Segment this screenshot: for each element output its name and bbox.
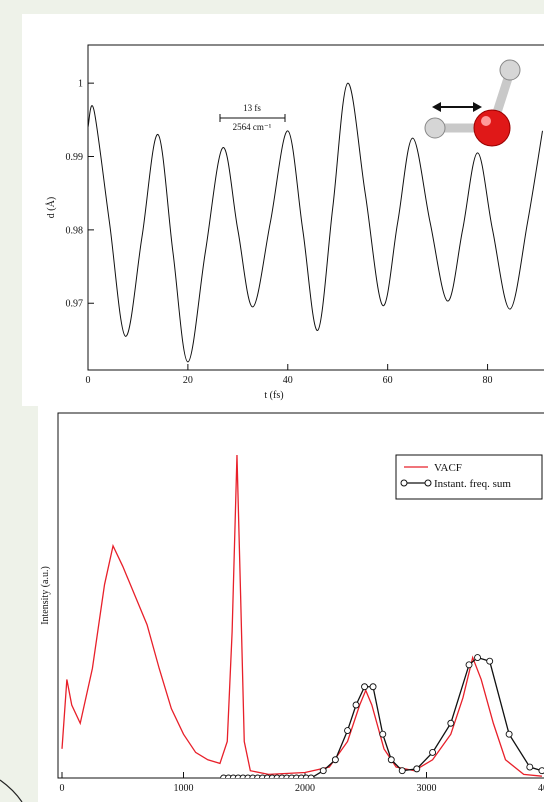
legend-box (395, 454, 543, 500)
x-tick-label: 0 (86, 375, 91, 386)
x-tick-label: 20 (183, 375, 193, 386)
x-tick-label: 40 (283, 375, 293, 386)
x-tick-label: 0 (60, 783, 65, 794)
y-tick-label: 0.97 (66, 299, 84, 310)
data-point (379, 730, 387, 738)
data-point (526, 763, 534, 771)
data-point (387, 756, 395, 764)
x-tick-label: 3000 (417, 783, 437, 794)
annotation: 2564 cm⁻¹ (233, 122, 272, 132)
data-point (538, 767, 544, 775)
y-tick-label: 1 (78, 79, 83, 90)
x-tick-label: 80 (483, 375, 493, 386)
scale-bar: 13 fs 2564 cm⁻¹ (219, 103, 286, 132)
data-point (344, 727, 351, 734)
y-axis-label: Intensity (a.u.) (40, 566, 51, 625)
plot-area (88, 82, 543, 363)
legend-label: VACF (434, 462, 462, 474)
data-point (352, 701, 360, 709)
y-tick-label: 0.98 (66, 225, 84, 236)
x-tick-label: 4000 (538, 783, 544, 794)
data-point (474, 654, 481, 661)
data-line (88, 82, 543, 363)
data-point (319, 767, 327, 775)
data-point (369, 683, 377, 691)
plot-area (61, 454, 544, 778)
data-point (307, 774, 315, 778)
y-tick-label: 0.99 (66, 152, 84, 163)
data-point (505, 730, 513, 738)
panel-top (22, 14, 544, 406)
data-point (413, 765, 421, 773)
x-tick-label: 1000 (174, 783, 194, 794)
data-point (361, 683, 368, 691)
x-axis-label: t (fs) (264, 390, 283, 401)
data-point (331, 756, 339, 764)
molecule (424, 59, 521, 147)
data-point (447, 719, 455, 727)
annotation: 13 fs (243, 103, 261, 113)
legend-label: Instant. freq. sum (434, 478, 511, 490)
y-axis-label: d (Å) (45, 197, 57, 218)
x-tick-label: 60 (383, 375, 393, 386)
x-tick-label: 2000 (295, 783, 315, 794)
data-point (486, 657, 494, 665)
corner-curve (0, 779, 23, 802)
data-point (429, 749, 437, 756)
legend-marker (424, 479, 432, 487)
data-point (398, 767, 406, 775)
data-point (465, 661, 473, 669)
legend-marker (400, 479, 408, 487)
plot-frame (87, 44, 544, 371)
data-line (61, 454, 542, 777)
